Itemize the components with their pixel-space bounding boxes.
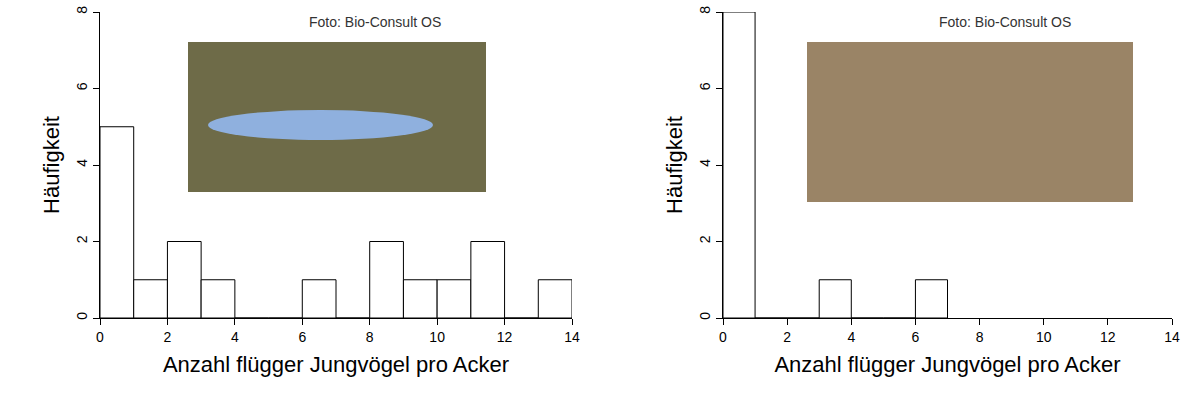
svg-text:0: 0 [719,329,727,345]
svg-text:2: 2 [783,329,791,345]
svg-text:Foto: Bio-Consult OS: Foto: Bio-Consult OS [939,14,1071,30]
svg-text:6: 6 [697,82,713,90]
svg-text:6: 6 [74,82,90,90]
svg-text:Anzahl flügger Jungvögel pro A: Anzahl flügger Jungvögel pro Acker [774,352,1120,377]
svg-text:0: 0 [697,312,713,320]
svg-text:8: 8 [366,329,374,345]
svg-text:4: 4 [847,329,855,345]
svg-text:6: 6 [912,329,920,345]
svg-text:Häufigkeit: Häufigkeit [662,116,687,214]
svg-text:12: 12 [1100,329,1116,345]
svg-text:14: 14 [1164,329,1180,345]
svg-text:10: 10 [429,329,445,345]
svg-text:Foto: Bio-Consult OS: Foto: Bio-Consult OS [309,14,441,30]
svg-text:2: 2 [697,235,713,243]
svg-text:14: 14 [564,329,580,345]
svg-text:2: 2 [74,235,90,243]
svg-text:4: 4 [74,159,90,167]
svg-text:6: 6 [298,329,306,345]
svg-text:Anzahl flügger Jungvögel pro A: Anzahl flügger Jungvögel pro Acker [163,352,509,377]
svg-text:8: 8 [976,329,984,345]
svg-text:0: 0 [74,312,90,320]
svg-text:8: 8 [697,6,713,14]
svg-text:4: 4 [231,329,239,345]
svg-text:Häufigkeit: Häufigkeit [39,116,64,214]
svg-text:12: 12 [497,329,513,345]
svg-text:8: 8 [74,6,90,14]
svg-text:2: 2 [164,329,172,345]
svg-text:4: 4 [697,159,713,167]
svg-text:10: 10 [1036,329,1052,345]
svg-text:0: 0 [96,329,104,345]
